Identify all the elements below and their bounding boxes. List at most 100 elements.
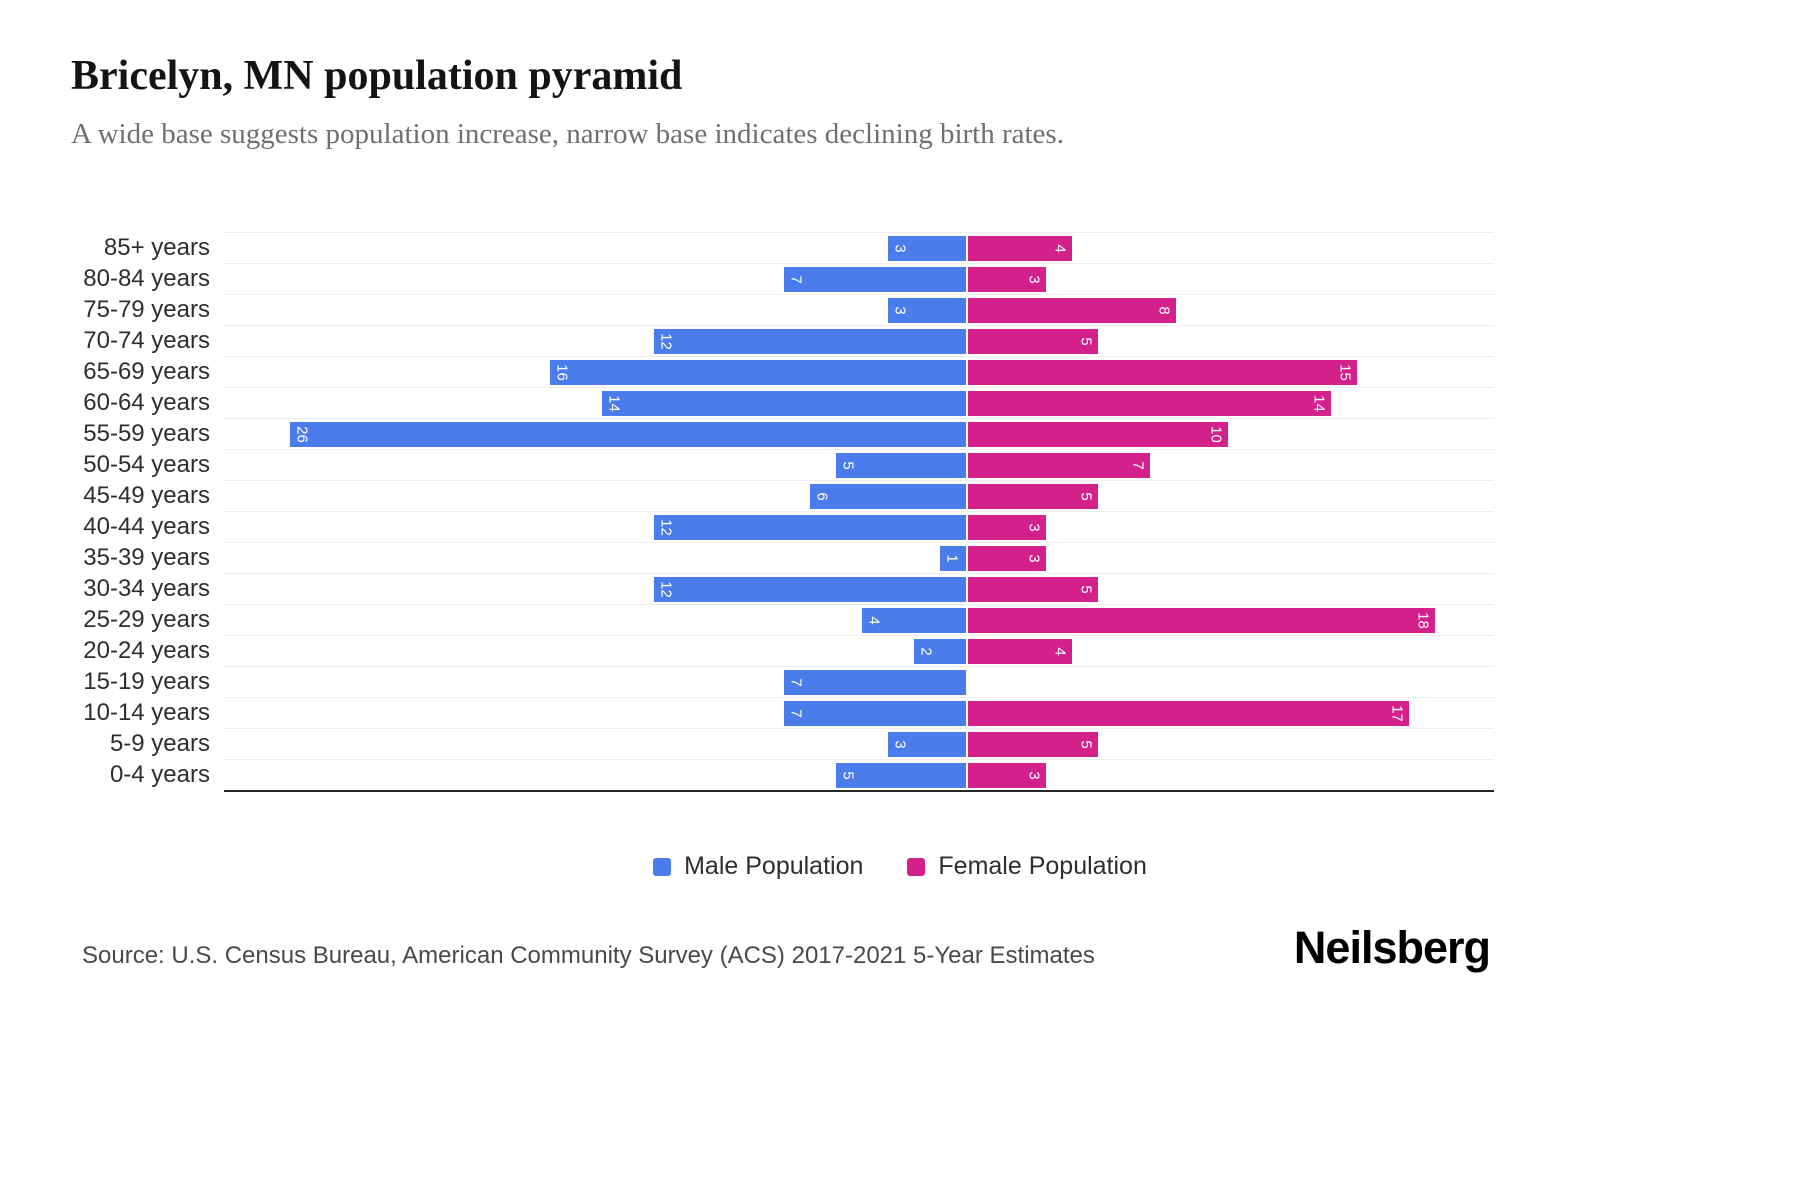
female-bar[interactable]: 4 [967, 236, 1072, 261]
pyramid-row: 35-39 years 1 3 [70, 542, 1494, 573]
age-label: 15-19 years [83, 668, 210, 695]
female-bar[interactable]: 8 [967, 298, 1176, 323]
male-bar[interactable]: 12 [653, 515, 966, 540]
pyramid-row: 20-24 years 2 4 [70, 635, 1494, 666]
female-bar[interactable]: 14 [967, 391, 1332, 416]
bar-value-label: 7 [787, 678, 805, 687]
bar-value-label: 15 [1336, 364, 1354, 381]
bar-value-label: 7 [1129, 461, 1147, 470]
bar-value-label: 16 [553, 364, 571, 381]
pyramid-row: 5-9 years 3 5 [70, 728, 1494, 759]
pyramid-row: 55-59 years 26 10 [70, 418, 1494, 449]
legend-item-male[interactable]: Male Population [653, 852, 863, 881]
female-bar[interactable]: 7 [967, 453, 1150, 478]
male-bar[interactable]: 12 [653, 577, 966, 602]
bar-value-label: 7 [787, 275, 805, 284]
row-plot-area: 7 17 [224, 697, 1494, 728]
bar-value-label: 3 [1025, 554, 1043, 563]
bar-value-label: 10 [1207, 426, 1224, 443]
pyramid-rows: 85+ years 3 4 80-84 years 7 3 75-79 years 3 8 70-… [70, 232, 1494, 790]
row-plot-area: 12 3 [224, 511, 1494, 542]
pyramid-row: 65-69 years 16 15 [70, 356, 1494, 387]
age-label: 45-49 years [83, 482, 210, 509]
bar-value-label: 3 [1025, 771, 1043, 780]
bar-value-label: 3 [891, 306, 909, 315]
row-plot-area: 12 5 [224, 325, 1494, 356]
bar-value-label: 3 [1025, 523, 1043, 532]
bar-value-label: 12 [657, 581, 675, 598]
row-plot-area: 26 10 [224, 418, 1494, 449]
age-label: 0-4 years [109, 761, 210, 788]
pyramid-row: 10-14 years 7 17 [70, 697, 1494, 728]
male-bar[interactable]: 5 [835, 763, 966, 788]
pyramid-row: 80-84 years 7 3 [70, 263, 1494, 294]
chart-title: Bricelyn, MN population pyramid [71, 53, 683, 99]
age-label: 30-34 years [83, 575, 210, 602]
bar-value-label: 12 [657, 333, 675, 350]
bar-value-label: 5 [1077, 585, 1095, 594]
male-bar[interactable]: 3 [887, 298, 966, 323]
bar-value-label: 5 [1077, 740, 1095, 749]
female-bar[interactable]: 3 [967, 267, 1046, 292]
female-bar[interactable]: 3 [967, 763, 1046, 788]
legend-item-female[interactable]: Female Population [907, 852, 1147, 881]
female-bar[interactable]: 10 [967, 422, 1228, 447]
bar-value-label: 5 [1077, 337, 1095, 346]
male-bar[interactable]: 16 [549, 360, 966, 385]
female-bar[interactable]: 15 [967, 360, 1358, 385]
age-label: 10-14 years [83, 699, 210, 726]
age-label: 65-69 years [83, 358, 210, 385]
male-legend-swatch [653, 857, 672, 876]
age-label: 20-24 years [83, 637, 210, 664]
bar-value-label: 5 [839, 771, 857, 780]
male-legend-label: Male Population [684, 852, 864, 880]
female-legend-swatch [907, 857, 926, 876]
female-bar[interactable]: 5 [967, 732, 1098, 757]
female-bar[interactable]: 3 [967, 546, 1046, 571]
row-plot-area: 4 18 [224, 604, 1494, 635]
pyramid-row: 40-44 years 12 3 [70, 511, 1494, 542]
bar-value-label: 5 [1077, 492, 1095, 501]
age-label: 25-29 years [83, 606, 210, 633]
male-bar[interactable]: 1 [939, 546, 966, 571]
female-bar[interactable]: 3 [967, 515, 1046, 540]
male-bar[interactable]: 4 [861, 608, 966, 633]
age-label: 75-79 years [83, 296, 210, 323]
pyramid-row: 70-74 years 12 5 [70, 325, 1494, 356]
age-label: 60-64 years [83, 389, 210, 416]
bar-value-label: 14 [605, 395, 623, 412]
female-bar[interactable]: 17 [967, 701, 1410, 726]
female-bar[interactable]: 5 [967, 484, 1098, 509]
male-bar[interactable]: 7 [783, 670, 966, 695]
pyramid-row: 75-79 years 3 8 [70, 294, 1494, 325]
age-label: 35-39 years [83, 544, 210, 571]
male-bar[interactable]: 3 [887, 732, 966, 757]
male-bar[interactable]: 7 [783, 267, 966, 292]
female-bar[interactable]: 18 [967, 608, 1436, 633]
bar-value-label: 8 [1155, 306, 1173, 315]
male-bar[interactable]: 6 [809, 484, 966, 509]
age-label: 70-74 years [83, 327, 210, 354]
female-bar[interactable]: 4 [967, 639, 1072, 664]
male-bar[interactable]: 26 [290, 422, 966, 447]
bar-value-label: 6 [813, 492, 831, 501]
male-bar[interactable]: 12 [653, 329, 966, 354]
row-plot-area: 12 5 [224, 573, 1494, 604]
x-axis-line [224, 790, 1494, 792]
male-bar[interactable]: 7 [783, 701, 966, 726]
pyramid-row: 45-49 years 6 5 [70, 480, 1494, 511]
male-bar[interactable]: 2 [913, 639, 966, 664]
female-bar[interactable]: 5 [967, 329, 1098, 354]
row-plot-area: 16 15 [224, 356, 1494, 387]
male-bar[interactable]: 14 [601, 391, 966, 416]
male-bar[interactable]: 3 [887, 236, 966, 261]
bar-value-label: 3 [891, 244, 909, 253]
bar-value-label: 2 [917, 647, 935, 656]
female-bar[interactable]: 5 [967, 577, 1098, 602]
male-bar[interactable]: 5 [835, 453, 966, 478]
